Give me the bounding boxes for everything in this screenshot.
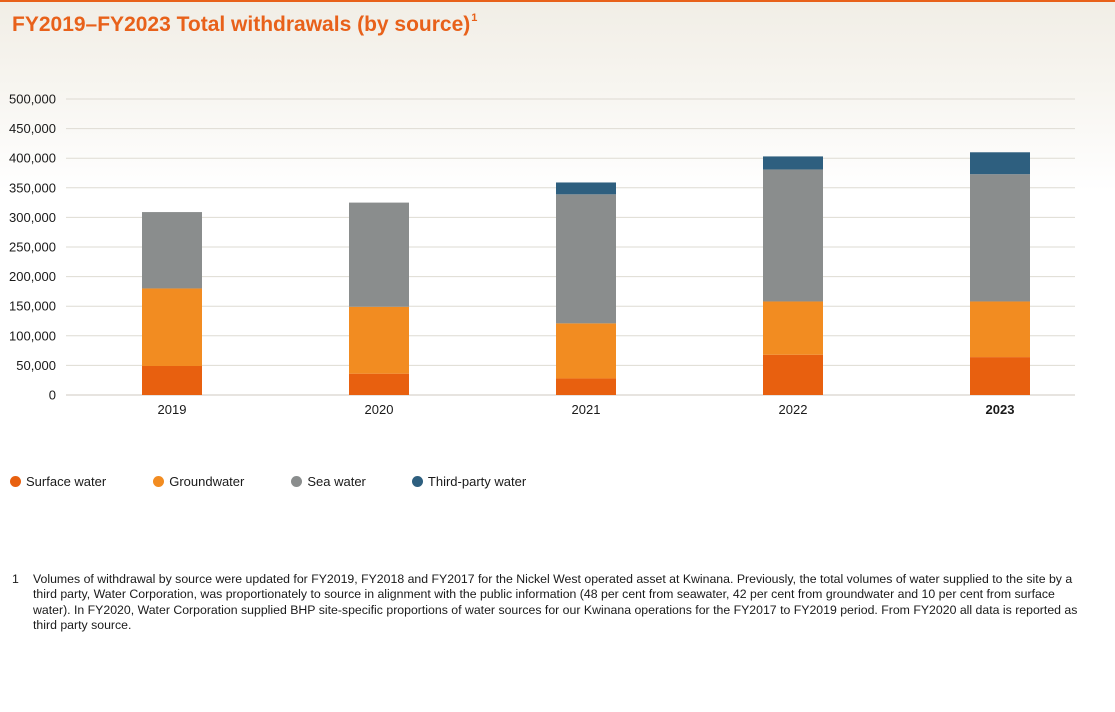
bar-segment-ground-2023 (970, 301, 1030, 358)
legend-item-surface: Surface water (10, 474, 106, 489)
bar-segment-third-2022 (763, 156, 823, 170)
header-background (0, 2, 1115, 192)
legend-label-surface: Surface water (26, 473, 107, 489)
bar-segment-sea-2022 (763, 169, 823, 302)
y-tick-label: 400,000 (9, 151, 56, 166)
bar-segment-sea-2023 (970, 174, 1030, 302)
chart-legend: Surface water Groundwater Sea water Third-p… (10, 472, 526, 490)
y-tick-label: 300,000 (9, 210, 56, 225)
stacked-bar-chart: 0 50,000 100,000 150,000 200,000 250,000 300,0… (9, 92, 1075, 417)
bar-segment-ground-2020 (349, 306, 409, 374)
footnote-text: Volumes of withdrawal by source were upd… (33, 572, 1078, 633)
x-tick-label-2021: 2021 (572, 402, 601, 417)
y-tick-label: 250,000 (9, 240, 56, 255)
footnote-number: 1 (12, 572, 19, 586)
y-tick-label: 200,000 (9, 269, 56, 284)
y-tick-label: 150,000 (9, 299, 56, 314)
legend-swatch-third (411, 475, 423, 487)
bar-segment-sea-2020 (349, 202, 409, 307)
bar-segment-sea-2019 (142, 212, 202, 289)
bar-segment-sea-2021 (556, 194, 616, 324)
title-footnote-ref: 1 (471, 12, 478, 24)
legend-swatch-sea (291, 475, 303, 487)
chart-title: FY2019–FY2023 Total withdrawals (by sour… (12, 12, 478, 36)
x-tick-label-2019: 2019 (158, 402, 187, 417)
x-tick-label-2020: 2020 (365, 402, 394, 417)
bar-segment-surface-2020 (349, 373, 409, 395)
bar-segment-third-2021 (556, 182, 616, 195)
y-tick-label: 50,000 (16, 358, 56, 373)
top-accent-rule (0, 0, 1115, 2)
y-tick-label: 500,000 (9, 92, 56, 107)
footnote: 1 Volumes of withdrawal by source were u… (12, 572, 1092, 634)
bar-segment-third-2023 (970, 152, 1030, 175)
legend-label-ground: Groundwater (169, 473, 245, 489)
bar-segment-surface-2021 (556, 378, 616, 395)
legend-label-sea: Sea water (307, 473, 366, 489)
legend-item-third: Third-party water (411, 473, 527, 489)
y-tick-label: 0 (49, 388, 56, 403)
legend-item-ground: Groundwater (153, 474, 244, 489)
bar-segment-ground-2021 (556, 323, 616, 379)
y-tick-label: 100,000 (9, 328, 56, 343)
bar-segment-surface-2022 (763, 354, 823, 395)
x-tick-label-2022: 2022 (779, 402, 808, 417)
y-tick-label: 450,000 (9, 121, 56, 136)
bar-segment-surface-2019 (142, 365, 202, 395)
bar-segment-ground-2019 (142, 288, 202, 366)
legend-swatch-surface (10, 475, 21, 487)
bar-segment-ground-2022 (763, 301, 823, 355)
y-tick-label: 350,000 (9, 180, 56, 195)
legend-swatch-ground (153, 475, 165, 487)
x-tick-label-2023: 2023 (986, 402, 1015, 417)
legend-item-sea: Sea water (291, 474, 366, 489)
bar-segment-surface-2023 (970, 357, 1030, 395)
legend-label-third: Third-party water (427, 473, 527, 489)
